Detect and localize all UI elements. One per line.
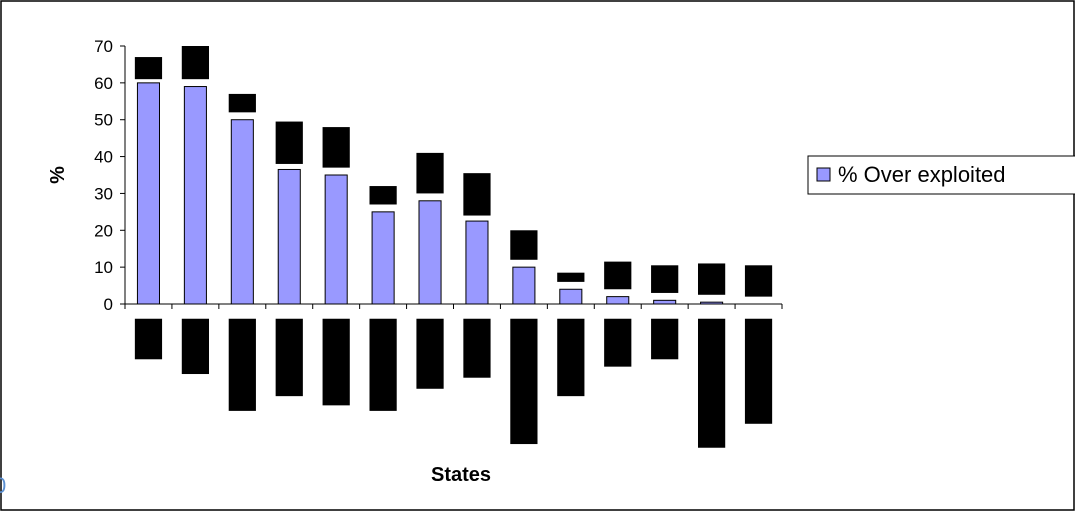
redaction-block-bottom	[181, 318, 210, 375]
y-tick-label: 0	[104, 295, 113, 314]
bar	[512, 266, 536, 305]
redaction-block-top	[181, 46, 210, 80]
y-tick-label: 60	[94, 74, 113, 93]
redaction-block-top	[322, 127, 350, 168]
redaction-block-bottom	[369, 318, 397, 411]
y-tick-label: 30	[94, 184, 113, 203]
redaction-block-bottom	[228, 318, 256, 411]
redaction-block-top	[651, 265, 679, 293]
bar	[606, 296, 630, 305]
x-axis-title: States	[431, 464, 491, 486]
redaction-block-bottom	[134, 318, 163, 360]
y-tick-label: 20	[94, 221, 113, 240]
redaction-block-bottom	[604, 318, 632, 367]
redaction-block-bottom	[510, 318, 538, 445]
legend-label: % Over exploited	[838, 162, 1006, 187]
bar	[653, 299, 677, 305]
bar	[230, 119, 254, 305]
redaction-block-bottom	[463, 318, 491, 378]
redaction-block-top	[557, 272, 585, 282]
redaction-block-top	[510, 230, 538, 260]
bar	[136, 82, 160, 305]
legend-box	[807, 155, 1075, 195]
y-tick-label: 40	[94, 148, 113, 167]
x-axis	[124, 303, 783, 309]
y-axis: 0 10 20 30 40 50 60 70	[94, 37, 126, 314]
redaction-block-bottom	[651, 318, 679, 360]
y-tick-label: 70	[94, 37, 113, 56]
redaction-block-bottom	[416, 318, 444, 389]
redaction-block-bottom	[557, 318, 585, 397]
redaction-block-top	[744, 265, 773, 297]
y-tick-label: 10	[94, 258, 113, 277]
redaction-block-top	[604, 261, 632, 290]
legend-swatch	[816, 167, 831, 182]
bar	[324, 174, 348, 305]
bar	[277, 168, 301, 305]
redaction-block-bottom	[744, 318, 773, 424]
redaction-block-bottom	[322, 318, 350, 406]
bar	[418, 200, 442, 305]
legend: % Over exploited	[807, 155, 1075, 195]
redaction-block-bottom	[275, 318, 303, 397]
redaction-block-top	[697, 263, 726, 295]
stray-glyph: 0	[0, 473, 6, 498]
redaction-block-top	[416, 152, 444, 194]
bar	[559, 288, 583, 305]
redaction-block-bottom	[697, 318, 726, 448]
redaction-block-top	[275, 121, 303, 164]
redaction-block-top	[463, 173, 491, 216]
bar	[183, 86, 207, 305]
y-tick-label: 50	[94, 111, 113, 130]
redaction-block-top	[228, 93, 256, 113]
plot-area	[134, 46, 773, 448]
y-axis-title: %	[47, 166, 69, 184]
bar	[371, 211, 395, 305]
redaction-block-top	[369, 186, 397, 205]
bar	[465, 220, 489, 305]
redaction-block-top	[134, 57, 163, 80]
